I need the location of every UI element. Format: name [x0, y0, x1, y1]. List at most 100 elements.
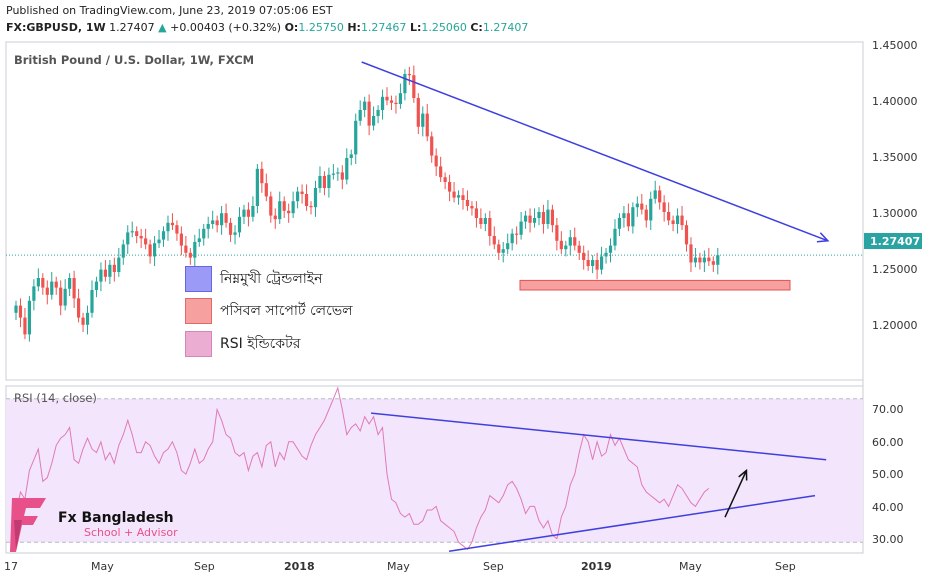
change-up-icon: ▲: [158, 21, 167, 34]
candle-down: [492, 236, 496, 245]
up-arrow-icon[interactable]: [724, 470, 748, 518]
candle-down: [586, 260, 590, 266]
candle-up: [211, 220, 215, 224]
candle-up: [345, 158, 349, 180]
candle-up: [202, 228, 206, 239]
candle-down: [309, 206, 313, 208]
candle-up: [336, 172, 340, 174]
candle-down: [135, 231, 139, 236]
candle-down: [573, 237, 577, 246]
candle-up: [318, 176, 322, 188]
candle-down: [264, 183, 268, 197]
candle-down: [179, 233, 183, 246]
candle-down: [684, 225, 689, 245]
candle-down: [188, 252, 192, 258]
candle-up: [532, 218, 537, 223]
candle-down: [54, 281, 58, 288]
last-price-tag: [864, 233, 922, 249]
candle-down: [470, 206, 474, 209]
candle-up: [166, 222, 170, 232]
candle-down: [488, 218, 492, 236]
candle-up: [546, 209, 550, 224]
candle-up: [501, 249, 505, 253]
candle-up: [197, 238, 201, 242]
candle-down: [662, 202, 666, 212]
legend-label: RSI ইন্ডিকেটর: [220, 336, 301, 352]
time-tick: May: [387, 560, 410, 573]
candle-down: [515, 233, 519, 235]
candlestick-series: [14, 65, 720, 342]
candle-down: [667, 212, 671, 221]
candle-up: [32, 286, 36, 301]
candle-up: [36, 278, 40, 287]
legend-item-rsi: RSI ইন্ডিকেটর: [185, 331, 300, 357]
candle-up: [380, 96, 385, 110]
candle-down: [224, 213, 228, 223]
candle-up: [483, 218, 487, 224]
candle-up: [255, 168, 259, 206]
candle-up: [291, 201, 295, 214]
candle-down: [269, 196, 273, 216]
candle-up: [675, 215, 680, 224]
candle-down: [45, 287, 49, 295]
rsi-tick: 40.00: [872, 501, 904, 514]
candle-down: [439, 166, 443, 178]
candle-up: [161, 231, 166, 240]
candle-up: [313, 188, 318, 208]
candle-down: [148, 244, 152, 257]
candle-up: [117, 257, 121, 272]
candle-down: [644, 209, 648, 221]
candle-up: [617, 218, 622, 229]
last-price-tag-text: 1.27407: [870, 235, 920, 248]
rsi-lower-trendline[interactable]: [448, 494, 816, 552]
close-value: 1.27407: [482, 21, 529, 34]
candle-up: [635, 203, 639, 208]
candle-down: [81, 317, 85, 325]
candle-up: [327, 174, 331, 188]
support-zone[interactable]: [519, 279, 791, 291]
candle-down: [18, 305, 23, 318]
brand-subtitle: School + Advisor: [84, 526, 178, 539]
main-pane-title: British Pound / U.S. Dollar, 1W, FXCM: [14, 53, 254, 67]
candle-down: [23, 317, 27, 335]
candle-up: [193, 242, 197, 258]
downtrend-line[interactable]: [361, 61, 829, 242]
candle-down: [385, 96, 389, 101]
candle-up: [608, 245, 613, 253]
open-label: O:: [284, 21, 299, 34]
open-value: 1.25750: [298, 21, 344, 34]
candle-up: [157, 239, 161, 244]
candle-down: [698, 257, 702, 263]
candle-down: [112, 264, 116, 272]
high-value: 1.27467: [360, 21, 407, 34]
legend-label: নিম্নমুখী ট্রেন্ডলাইন: [220, 271, 323, 287]
rsi-tick: 70.00: [872, 403, 904, 416]
legend-swatch: [185, 331, 212, 357]
candle-up: [604, 252, 608, 257]
candle-up: [716, 255, 720, 265]
candle-down: [103, 269, 107, 277]
candle-up: [649, 198, 653, 221]
candle-down: [479, 218, 483, 224]
last-price: 1.27407: [109, 21, 155, 34]
candle-up: [251, 206, 255, 217]
candle-up: [376, 110, 380, 116]
time-tick: 2019: [581, 560, 612, 573]
candle-down: [340, 172, 344, 180]
candle-up: [14, 305, 18, 313]
rsi-upper-trendline[interactable]: [371, 412, 827, 461]
candle-up: [237, 216, 242, 233]
candle-up: [108, 264, 112, 277]
candle-down: [711, 261, 715, 265]
candle-down: [577, 245, 581, 253]
candle-down: [595, 260, 599, 270]
legend-item-support: পসিবল সাপোর্ট লেভেল: [185, 298, 353, 324]
candle-up: [206, 224, 210, 229]
candle-down: [215, 220, 219, 226]
candle-down: [658, 190, 662, 203]
price-tick: 1.35000: [872, 151, 918, 164]
candle-down: [170, 222, 175, 226]
time-tick: Sep: [194, 560, 215, 573]
candle-up: [121, 244, 125, 258]
